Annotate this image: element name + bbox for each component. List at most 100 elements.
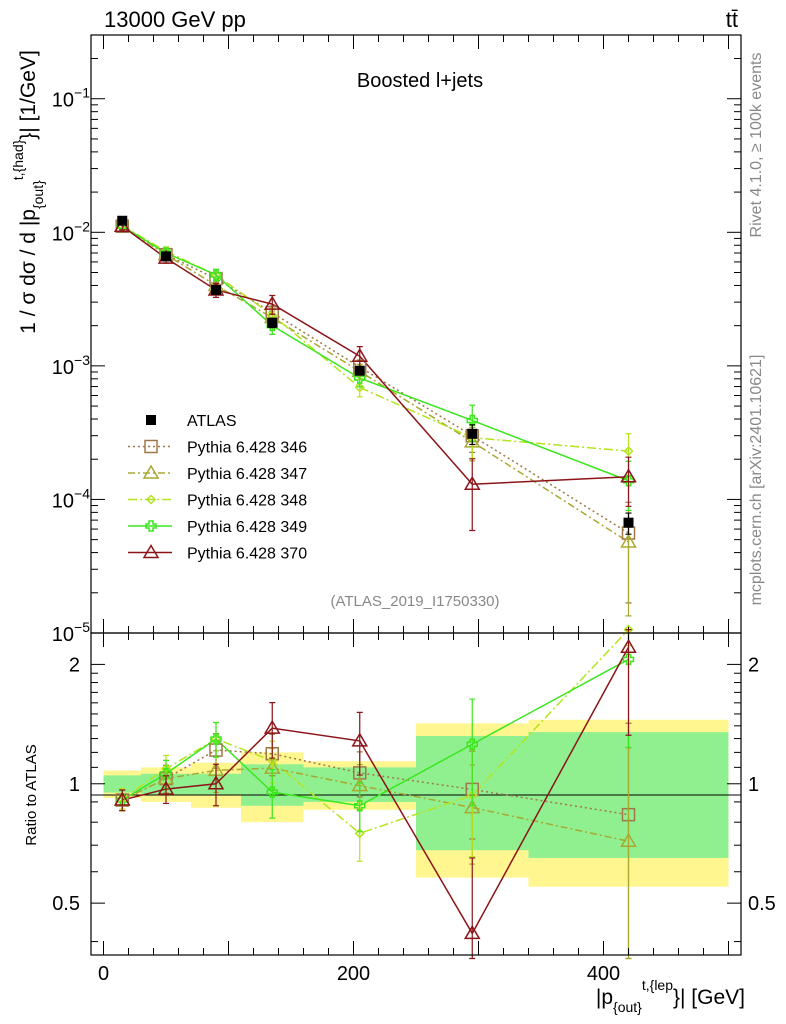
ratio-tick-label-right-1: 1 bbox=[748, 774, 759, 796]
ratio-band-stat-0 bbox=[103, 775, 141, 793]
series-point-4-4 bbox=[351, 347, 369, 363]
series-errbar-4-3 bbox=[269, 294, 276, 315]
series-point-4-5 bbox=[463, 475, 481, 490]
data-point-2 bbox=[211, 284, 221, 295]
series-line-0 bbox=[121, 225, 629, 534]
ratio-errbar-4-6 bbox=[625, 628, 632, 736]
y-axis-label-end: }| [1/GeV] bbox=[17, 50, 40, 140]
main-panel: 10−110−210−310−410−5 Boosted l+jets (ATL… bbox=[10, 34, 742, 646]
ratio-tick-label-1: 1 bbox=[69, 774, 80, 796]
legend-marker-5 bbox=[142, 544, 160, 559]
y-tick-label-base-2: 10 bbox=[52, 357, 74, 379]
analysis-id-label: (ATLAS_2019_I1750330) bbox=[330, 593, 499, 610]
ratio-axes-layer: 0.5 0.5 1 1 2 2 0 200 400 bbox=[52, 633, 776, 985]
y-tick-label-exp-4: −5 bbox=[74, 619, 90, 635]
legend-marker-3 bbox=[145, 494, 157, 505]
legend-label-0: ATLAS bbox=[187, 413, 237, 430]
ratio-point-1-6 bbox=[620, 832, 637, 847]
legend: ATLAS Pythia 6.428 346 Pythia 6.428 347 Pyt… bbox=[128, 413, 307, 563]
x-axis-label-end: }| [GeV] bbox=[673, 986, 745, 1009]
legend-marker-4 bbox=[145, 520, 157, 532]
legend-label-4: Pythia 6.428 349 bbox=[187, 519, 307, 536]
ratio-marks-layer bbox=[113, 624, 637, 960]
y-tick-label-base-4: 10 bbox=[52, 624, 74, 646]
data-point-4 bbox=[354, 365, 365, 376]
y-tick-label-exp-2: −3 bbox=[74, 352, 90, 368]
legend-marker-0 bbox=[146, 415, 156, 425]
main-marks-layer bbox=[113, 215, 637, 617]
series-point-1-6 bbox=[620, 533, 637, 548]
ratio-y-axis-label: Ratio to ATLAS bbox=[23, 744, 40, 845]
ratio-errbar-3-2 bbox=[213, 721, 219, 758]
main-axes-layer: 10−110−210−310−410−5 bbox=[52, 35, 741, 646]
y-tick-label-exp-1: −2 bbox=[74, 218, 90, 234]
ratio-errbar-4-3 bbox=[269, 702, 276, 759]
header-process-label: tt̄ bbox=[726, 7, 738, 32]
legend-label-3: Pythia 6.428 348 bbox=[187, 493, 307, 510]
x-axis-label: |p{out}t,{lep}| [GeV] bbox=[596, 977, 745, 1015]
legend-label-1: Pythia 6.428 346 bbox=[187, 440, 307, 457]
ratio-errbar-4-5 bbox=[469, 857, 476, 960]
data-point-0 bbox=[117, 215, 128, 226]
y-axis-label-sub: {out} bbox=[30, 180, 46, 209]
y-tick-label-base-3: 10 bbox=[52, 490, 74, 512]
data-point-1 bbox=[161, 251, 171, 262]
main-frame bbox=[90, 34, 742, 634]
x-tick-label-1: 200 bbox=[337, 963, 370, 985]
ratio-point-3-6 bbox=[622, 653, 635, 666]
mcplots-label: mcplots.cern.ch [arXiv:2401.10621] bbox=[748, 355, 765, 606]
data-point-6 bbox=[623, 517, 634, 528]
ratio-tick-label-right-2: 2 bbox=[748, 654, 759, 676]
y-tick-label-1: 10−2 bbox=[52, 218, 90, 245]
y-tick-label-3: 10−4 bbox=[52, 485, 90, 512]
y-axis-label-sup: t,{had} bbox=[10, 139, 26, 180]
y-tick-label-4: 10−5 bbox=[52, 619, 90, 646]
ratio-panel: 0.5 0.5 1 1 2 2 0 200 400 Ratio to ATLAS |p{out}… bbox=[23, 624, 776, 1015]
y-axis-label-main: 1 / σ dσ / d |p bbox=[17, 209, 40, 334]
y-axis-label: 1 / σ dσ / d |p{out}t,{had}}| [1/GeV] bbox=[10, 50, 46, 334]
ratio-point-4-6 bbox=[620, 638, 637, 654]
ratio-bands-layer bbox=[103, 719, 729, 887]
ratio-errbar-3-5 bbox=[469, 698, 476, 807]
legend-marker-2 bbox=[142, 464, 160, 479]
ratio-point-3-2 bbox=[210, 733, 222, 745]
x-axis-label-sub: {out} bbox=[613, 999, 642, 1015]
ratio-point-2-3 bbox=[267, 755, 278, 766]
ratio-frame bbox=[90, 632, 742, 956]
x-tick-label-2: 400 bbox=[587, 963, 620, 985]
ratio-point-4-4 bbox=[351, 732, 369, 747]
rivet-version-label: Rivet 4.1.0, ≥ 100k events bbox=[748, 53, 765, 238]
series-point-4-3 bbox=[263, 295, 281, 310]
ratio-tick-label-right-0: 0.5 bbox=[748, 893, 776, 915]
ratio-point-4-5 bbox=[463, 924, 481, 940]
series-point-4-6 bbox=[620, 468, 637, 483]
ratio-errbar-4-4 bbox=[356, 711, 363, 776]
ratio-point-4-3 bbox=[263, 719, 281, 734]
data-point-3 bbox=[267, 317, 278, 328]
ratio-errbar-4-2 bbox=[213, 763, 219, 807]
series-point-3-5 bbox=[466, 414, 478, 427]
ratio-errbar-4-1 bbox=[163, 775, 169, 805]
ratio-point-3-5 bbox=[466, 738, 478, 750]
x-tick-label-0: 0 bbox=[98, 963, 109, 985]
ratio-point-3-4 bbox=[354, 799, 366, 812]
ratio-point-4-2 bbox=[207, 775, 225, 790]
x-axis-label-main: |p bbox=[596, 986, 613, 1009]
legend-label-5: Pythia 6.428 370 bbox=[187, 546, 307, 563]
chart-title: Boosted l+jets bbox=[357, 70, 483, 92]
y-tick-label-2: 10−3 bbox=[52, 352, 90, 379]
legend-marker-1 bbox=[144, 439, 158, 454]
legend-label-2: Pythia 6.428 347 bbox=[187, 466, 307, 483]
ratio-tick-label-0: 0.5 bbox=[52, 893, 80, 915]
series-point-2-6 bbox=[623, 446, 634, 457]
series-point-2-4 bbox=[354, 382, 365, 393]
y-tick-label-0: 10−1 bbox=[52, 85, 90, 112]
data-point-5 bbox=[467, 428, 478, 439]
series-point-3-2 bbox=[210, 269, 222, 281]
header-energy-label: 13000 GeV pp bbox=[104, 7, 246, 32]
y-tick-label-exp-3: −4 bbox=[74, 485, 90, 501]
x-axis-label-sup: t,{lep bbox=[642, 977, 673, 993]
ratio-tick-label-2: 2 bbox=[69, 654, 80, 676]
y-tick-label-base-1: 10 bbox=[52, 223, 74, 245]
